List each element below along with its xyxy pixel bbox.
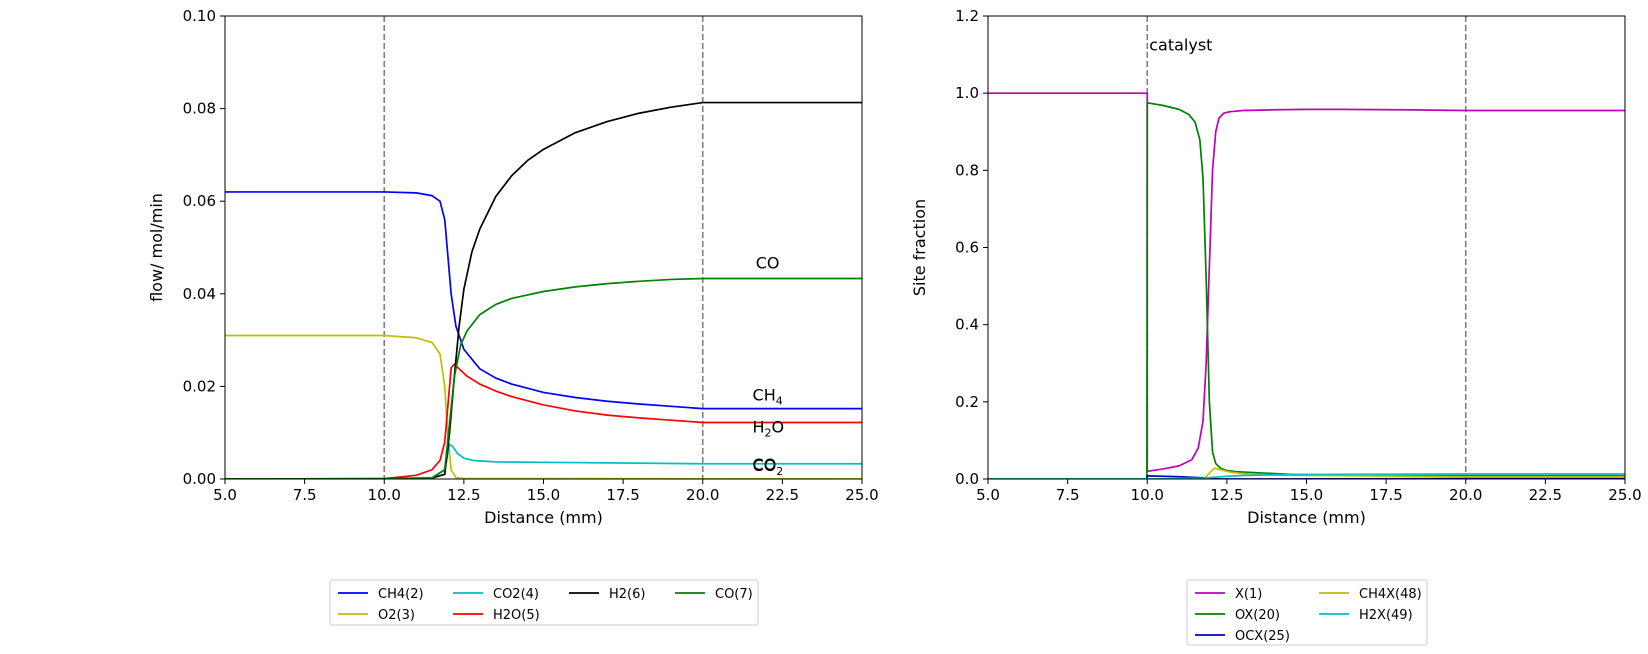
series-line-ch4-2: [225, 191, 862, 410]
y-tick-label: 0.06: [183, 192, 216, 210]
series-line-co-7: [225, 277, 862, 479]
legend-label-ox-20: OX(20): [1235, 608, 1280, 623]
x-tick-label: 10.0: [368, 486, 401, 504]
y-tick-label: 0.4: [955, 316, 979, 334]
flow-legend: CH4(2) O2(3) CO2(4) H2O(5) H2(6) CO(7): [329, 579, 759, 626]
plot-frame: [224, 15, 863, 480]
series-line-ox-20: [988, 101, 1625, 479]
x-tick-label: 15.0: [527, 486, 560, 504]
x-tick-label: 10.0: [1131, 486, 1164, 504]
annotation-h2o: H2O: [753, 418, 785, 440]
series-group: [225, 101, 862, 479]
site-fraction-legend: X(1) OX(20) OCX(25) CH4X(48) H2X(49): [1186, 579, 1428, 646]
series-line-h2o-5: [225, 363, 862, 479]
legend-label-h2x-49: H2X(49): [1359, 608, 1413, 623]
annotation-co: CO: [753, 455, 777, 474]
legend-label-ocx-25: OCX(25): [1235, 629, 1290, 644]
flow-chart: 5.0 7.5 10.0 12.5 15.0 17.5 20.0 22.5 25.0 0.00 0.…: [147, 7, 879, 527]
y-tick-label: 1.2: [955, 7, 979, 25]
series-line-x-1: [988, 92, 1625, 473]
legend-label-ch4x-48: CH4X(48): [1359, 587, 1422, 602]
annotation-ch4: CH4: [753, 385, 783, 407]
legend-label-x-1: X(1): [1235, 587, 1262, 602]
legend-label-h2o-5: H2O(5): [493, 608, 540, 623]
x-axis-label: Distance (mm): [484, 508, 603, 527]
x-tick-label: 7.5: [293, 486, 317, 504]
y-tick-label: 0.02: [183, 377, 216, 395]
legend-box: [1186, 579, 1428, 646]
annotation-co2: CO2: [753, 456, 784, 478]
series-group: [988, 92, 1625, 479]
x-tick-label: 17.5: [1369, 486, 1402, 504]
annotation-co: CO: [756, 253, 780, 272]
series-line-o2-3: [225, 334, 862, 479]
x-tick-label: 5.0: [213, 486, 237, 504]
x-tick-label: 5.0: [976, 486, 1000, 504]
y-axis-label: Site fraction: [910, 199, 929, 296]
legend-label-h2-6: H2(6): [609, 587, 645, 602]
y-tick-label: 0.04: [183, 285, 216, 303]
legend-label-co-7: CO(7): [715, 587, 753, 602]
x-tick-label: 12.5: [447, 486, 480, 504]
x-tick-label: 22.5: [766, 486, 799, 504]
y-axis-label: flow/ mol/min: [147, 193, 166, 302]
y-tick-label: 0.2: [955, 393, 979, 411]
y-tick-label: 0.6: [955, 239, 979, 257]
x-tick-label: 25.0: [845, 486, 878, 504]
legend-label-o2-3: O2(3): [378, 608, 415, 623]
x-tick-label: 15.0: [1290, 486, 1323, 504]
y-tick-label: 1.0: [955, 84, 979, 102]
y-tick-label: 0.00: [183, 470, 216, 488]
plot-frame: [987, 15, 1626, 480]
x-tick-label: 20.0: [686, 486, 719, 504]
y-tick-label: 0.10: [183, 7, 216, 25]
x-axis-label: Distance (mm): [1247, 508, 1366, 527]
y-tick-label: 0.8: [955, 161, 979, 179]
legend-label-co2-4: CO2(4): [493, 587, 539, 602]
y-tick-label: 0.0: [955, 470, 979, 488]
x-tick-label: 20.0: [1449, 486, 1482, 504]
x-tick-label: 17.5: [606, 486, 639, 504]
x-tick-label: 7.5: [1056, 486, 1080, 504]
x-tick-label: 22.5: [1529, 486, 1562, 504]
y-tick-label: 0.08: [183, 100, 216, 118]
x-tick-label: 25.0: [1608, 486, 1641, 504]
x-tick-label: 12.5: [1210, 486, 1243, 504]
legend-label-ch4-2: CH4(2): [378, 587, 424, 602]
annotation-catalyst: catalyst: [1149, 36, 1212, 55]
site-fraction-chart: 5.0 7.5 10.0 12.5 15.0 17.5 20.0 22.5 25.0 0.0 0.2…: [910, 7, 1642, 527]
legend-box: [329, 579, 759, 626]
